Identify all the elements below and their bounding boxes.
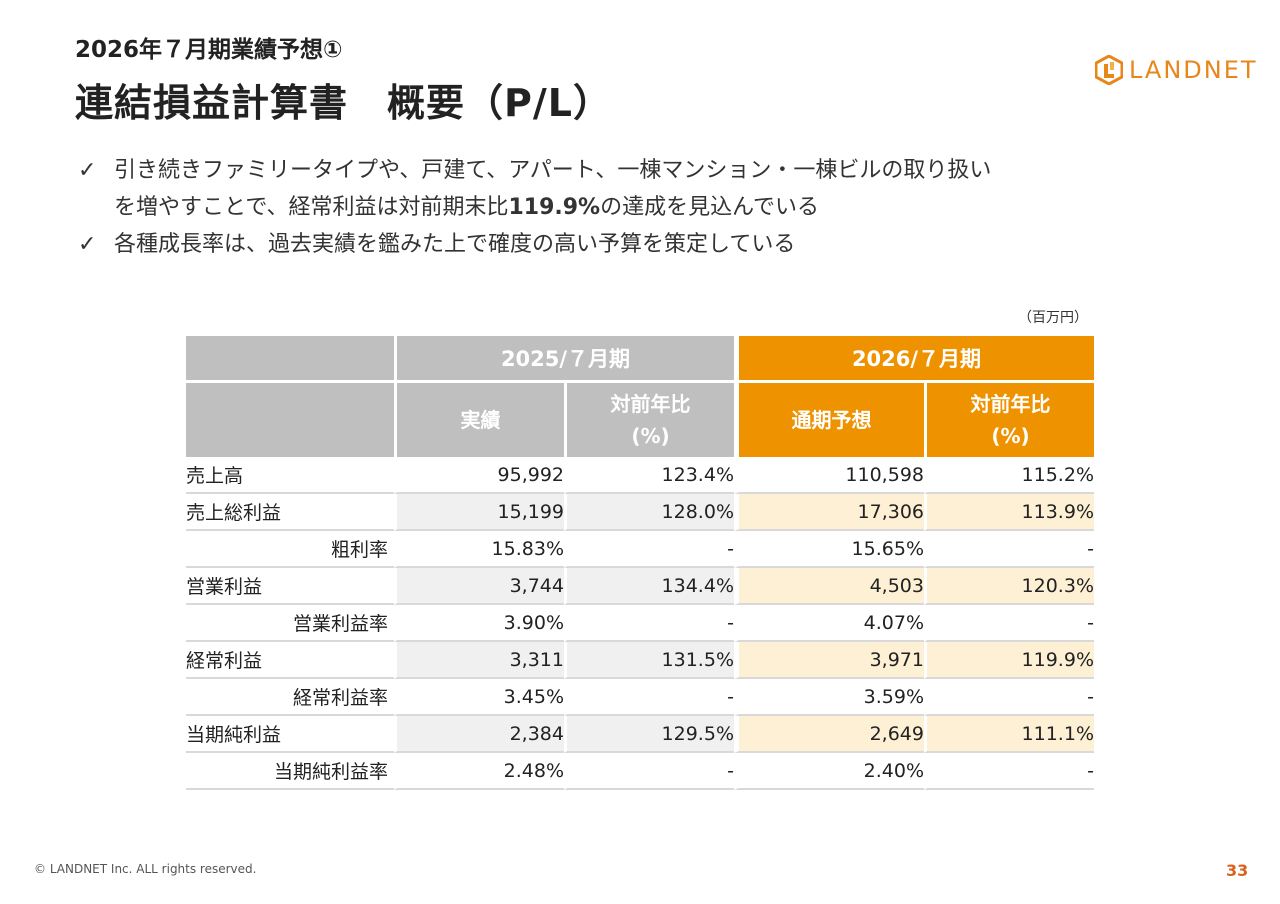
cell-forecast: 3.59% — [734, 679, 924, 716]
table-row: 売上総利益 15,199 128.0% 17,306 113.9% — [186, 494, 1094, 531]
copyright-footer: © LANDNET Inc. ALL rights reserved. — [34, 862, 257, 876]
cell-yoy-prev: 123.4% — [564, 457, 734, 494]
table-row: 売上高 95,992 123.4% 110,598 115.2% — [186, 457, 1094, 494]
period-prev-header: 2025/７月期 — [394, 336, 734, 383]
table-row: 営業利益率 3.90% - 4.07% - — [186, 605, 1094, 642]
row-label: 売上総利益 — [186, 494, 394, 531]
row-label: 営業利益率 — [186, 605, 394, 642]
bullet-text: 各種成長率は、過去実績を鑑みた上で確度の高い予算を策定している — [114, 232, 796, 257]
bullet-text: を増やすことで、経常利益は対前期末比 — [114, 195, 509, 220]
cell-yoy-next: - — [924, 605, 1094, 642]
cell-actual: 15.83% — [394, 531, 564, 568]
table-row: 当期純利益 2,384 129.5% 2,649 111.1% — [186, 716, 1094, 753]
row-label: 粗利率 — [186, 531, 394, 568]
col-actual-header: 実績 — [394, 383, 564, 457]
row-label: 営業利益 — [186, 568, 394, 605]
cell-yoy-next: 120.3% — [924, 568, 1094, 605]
page-title: 連結損益計算書 概要（P/L） — [75, 81, 612, 125]
row-label: 経常利益率 — [186, 679, 394, 716]
logo-text: LANDNET — [1129, 56, 1258, 84]
cell-forecast: 2.40% — [734, 753, 924, 790]
header-empty — [186, 336, 394, 383]
cell-actual: 3.90% — [394, 605, 564, 642]
cell-yoy-prev: 134.4% — [564, 568, 734, 605]
cell-yoy-next: 115.2% — [924, 457, 1094, 494]
table-row: 当期純利益率 2.48% - 2.40% - — [186, 753, 1094, 790]
cell-forecast: 110,598 — [734, 457, 924, 494]
cell-yoy-prev: - — [564, 753, 734, 790]
bullet-list: ✓ 引き続きファミリータイプや、戸建て、アパート、一棟マンション・一棟ビルの取り… — [78, 152, 991, 263]
cell-yoy-next: - — [924, 531, 1094, 568]
cell-forecast: 15.65% — [734, 531, 924, 568]
bullet-text: 引き続きファミリータイプや、戸建て、アパート、一棟マンション・一棟ビルの取り扱い — [114, 158, 992, 183]
row-label: 経常利益 — [186, 642, 394, 679]
page-number: 33 — [1226, 861, 1249, 880]
cell-yoy-next: - — [924, 753, 1094, 790]
bullet-text: の達成を見込んでいる — [600, 195, 820, 220]
cell-yoy-prev: - — [564, 679, 734, 716]
cell-actual: 3,311 — [394, 642, 564, 679]
col-forecast-header: 通期予想 — [734, 383, 924, 457]
table-row: 粗利率 15.83% - 15.65% - — [186, 531, 1094, 568]
bullet-item: ✓ 各種成長率は、過去実績を鑑みた上で確度の高い予算を策定している — [78, 226, 991, 263]
cell-forecast: 2,649 — [734, 716, 924, 753]
row-label: 売上高 — [186, 457, 394, 494]
pl-table: 2025/７月期 2026/７月期 実績 対前年比 (%) 通期予想 対前年比 (%… — [186, 336, 1094, 790]
cell-yoy-prev: - — [564, 531, 734, 568]
cell-forecast: 4.07% — [734, 605, 924, 642]
cell-actual: 3.45% — [394, 679, 564, 716]
table-row: 営業利益 3,744 134.4% 4,503 120.3% — [186, 568, 1094, 605]
landnet-logo-mark-icon — [1095, 55, 1123, 85]
unit-label: （百万円） — [1018, 310, 1088, 326]
cell-yoy-next: 111.1% — [924, 716, 1094, 753]
cell-actual: 95,992 — [394, 457, 564, 494]
cell-actual: 15,199 — [394, 494, 564, 531]
row-label: 当期純利益 — [186, 716, 394, 753]
col-yoy-prev-header: 対前年比 (%) — [564, 383, 734, 457]
cell-forecast: 17,306 — [734, 494, 924, 531]
cell-forecast: 4,503 — [734, 568, 924, 605]
cell-actual: 2,384 — [394, 716, 564, 753]
cell-yoy-next: 113.9% — [924, 494, 1094, 531]
table-row: 経常利益率 3.45% - 3.59% - — [186, 679, 1094, 716]
row-label: 当期純利益率 — [186, 753, 394, 790]
cell-actual: 2.48% — [394, 753, 564, 790]
cell-forecast: 3,971 — [734, 642, 924, 679]
cell-yoy-next: - — [924, 679, 1094, 716]
bullet-item: ✓ 引き続きファミリータイプや、戸建て、アパート、一棟マンション・一棟ビルの取り… — [78, 152, 991, 189]
table-row: 経常利益 3,311 131.5% 3,971 119.9% — [186, 642, 1094, 679]
check-icon: ✓ — [78, 158, 97, 183]
cell-yoy-prev: 131.5% — [564, 642, 734, 679]
bullet-continuation: を増やすことで、経常利益は対前期末比119.9%の達成を見込んでいる — [78, 189, 991, 226]
cell-yoy-prev: - — [564, 605, 734, 642]
page-subtitle: 2026年７月期業績予想① — [75, 37, 343, 63]
check-icon: ✓ — [78, 232, 97, 257]
header-empty — [186, 383, 394, 457]
col-yoy-next-header: 対前年比 (%) — [924, 383, 1094, 457]
cell-yoy-prev: 128.0% — [564, 494, 734, 531]
highlight-value: 119.9% — [508, 195, 601, 220]
landnet-logo: LANDNET — [1095, 55, 1258, 85]
cell-yoy-next: 119.9% — [924, 642, 1094, 679]
cell-yoy-prev: 129.5% — [564, 716, 734, 753]
period-next-header: 2026/７月期 — [734, 336, 1094, 383]
cell-actual: 3,744 — [394, 568, 564, 605]
